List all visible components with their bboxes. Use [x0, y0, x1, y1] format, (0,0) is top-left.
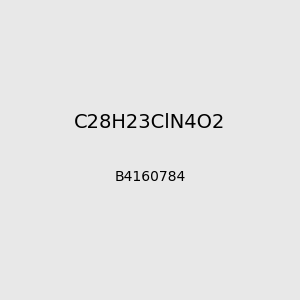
Text: C28H23ClN4O2: C28H23ClN4O2	[74, 113, 226, 133]
Text: B4160784: B4160784	[114, 170, 186, 184]
